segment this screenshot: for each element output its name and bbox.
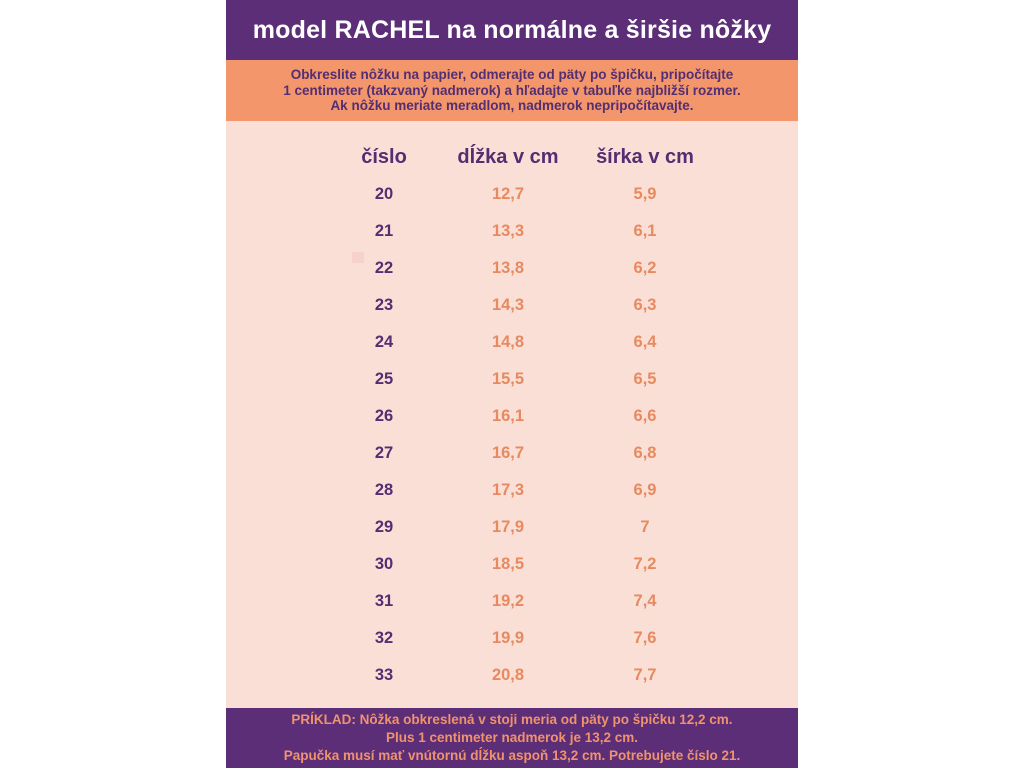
table-row: 28 17,3 6,9	[226, 472, 798, 509]
length-cell: 14,3	[491, 296, 525, 314]
size-cell: 23	[374, 296, 394, 314]
length-cell: 14,8	[491, 333, 525, 351]
length-cell: 17,3	[491, 481, 525, 499]
size-table-header: číslo dĺžka v cm šírka v cm	[226, 139, 798, 176]
size-table-body: 20 12,7 5,9 21 13,3 6,1 22 13,8 6,2	[226, 176, 798, 694]
size-cell: 31	[374, 592, 394, 610]
length-cell: 18,5	[491, 555, 525, 573]
size-cell: 21	[374, 222, 394, 240]
table-row: 33 20,8 7,7	[226, 657, 798, 694]
instruction-line-3: Ak nôžku meriate meradlom, nadmerok nepr…	[330, 98, 694, 114]
column-header-sirka: šírka v cm	[596, 146, 694, 168]
size-cell: 32	[374, 629, 394, 647]
length-cell: 13,3	[491, 222, 525, 240]
table-row: 27 16,7 6,8	[226, 435, 798, 472]
size-cell: 33	[374, 666, 394, 684]
table-row: 22 13,8 6,2	[226, 250, 798, 287]
instructions-banner: Obkreslite nôžku na papier, odmerajte od…	[226, 60, 798, 121]
title-banner: model RACHEL na normálne a širšie nôžky	[226, 0, 798, 60]
width-cell: 6,2	[633, 259, 657, 277]
size-cell: 28	[374, 481, 394, 499]
width-cell: 7,7	[633, 666, 657, 684]
example-line-3: Papučka musí mať vnútornú dĺžku aspoň 13…	[283, 748, 741, 764]
length-cell: 15,5	[491, 370, 525, 388]
width-cell: 7,6	[633, 629, 657, 647]
width-cell: 6,6	[633, 407, 657, 425]
size-cell: 27	[374, 444, 394, 462]
length-cell: 13,8	[491, 259, 525, 277]
width-cell: 6,5	[633, 370, 657, 388]
size-cell: 24	[374, 333, 394, 351]
table-row: 30 18,5 7,2	[226, 546, 798, 583]
table-row: 32 19,9 7,6	[226, 620, 798, 657]
width-cell: 6,3	[633, 296, 657, 314]
table-row: 20 12,7 5,9	[226, 176, 798, 213]
size-cell: 22	[374, 259, 394, 277]
table-row: 21 13,3 6,1	[226, 213, 798, 250]
size-cell: 20	[374, 185, 394, 203]
length-cell: 12,7	[491, 185, 525, 203]
size-cell: 30	[374, 555, 394, 573]
length-cell: 19,9	[491, 629, 525, 647]
width-cell: 6,1	[633, 222, 657, 240]
table-row: 25 15,5 6,5	[226, 361, 798, 398]
instruction-line-2: 1 centimeter (takzvaný nadmerok) a hľada…	[283, 82, 741, 98]
example-line-1: PRÍKLAD: Nôžka obkreslená v stoji meria …	[291, 711, 733, 727]
table-row: 24 14,8 6,4	[226, 324, 798, 361]
length-cell: 20,8	[491, 666, 525, 684]
content-column: model RACHEL na normálne a širšie nôžky …	[226, 0, 798, 768]
length-cell: 16,7	[491, 444, 525, 462]
length-cell: 17,9	[491, 518, 525, 536]
width-cell: 7,4	[633, 592, 657, 610]
column-header-dlzka: dĺžka v cm	[457, 146, 559, 168]
page-title: model RACHEL na normálne a širšie nôžky	[252, 15, 772, 44]
width-cell: 6,9	[633, 481, 657, 499]
size-cell: 25	[374, 370, 394, 388]
size-cell: 29	[374, 518, 394, 536]
width-cell: 7	[640, 518, 650, 536]
example-line-2: Plus 1 centimeter nadmerok je 13,2 cm.	[385, 729, 639, 745]
watermark-artifact	[352, 252, 364, 263]
size-table: číslo dĺžka v cm šírka v cm 20 12,7 5,9 …	[226, 121, 798, 708]
width-cell: 5,9	[633, 185, 657, 203]
width-cell: 7,2	[633, 555, 657, 573]
instruction-line-1: Obkreslite nôžku na papier, odmerajte od…	[290, 66, 734, 82]
table-row: 31 19,2 7,4	[226, 583, 798, 620]
table-row: 29 17,9 7	[226, 509, 798, 546]
length-cell: 16,1	[491, 407, 525, 425]
table-row: 26 16,1 6,6	[226, 398, 798, 435]
column-header-cislo: číslo	[361, 146, 407, 168]
length-cell: 19,2	[491, 592, 525, 610]
table-row: 23 14,3 6,3	[226, 287, 798, 324]
size-cell: 26	[374, 407, 394, 425]
width-cell: 6,4	[633, 333, 657, 351]
example-banner: PRÍKLAD: Nôžka obkreslená v stoji meria …	[226, 708, 798, 768]
width-cell: 6,8	[633, 444, 657, 462]
